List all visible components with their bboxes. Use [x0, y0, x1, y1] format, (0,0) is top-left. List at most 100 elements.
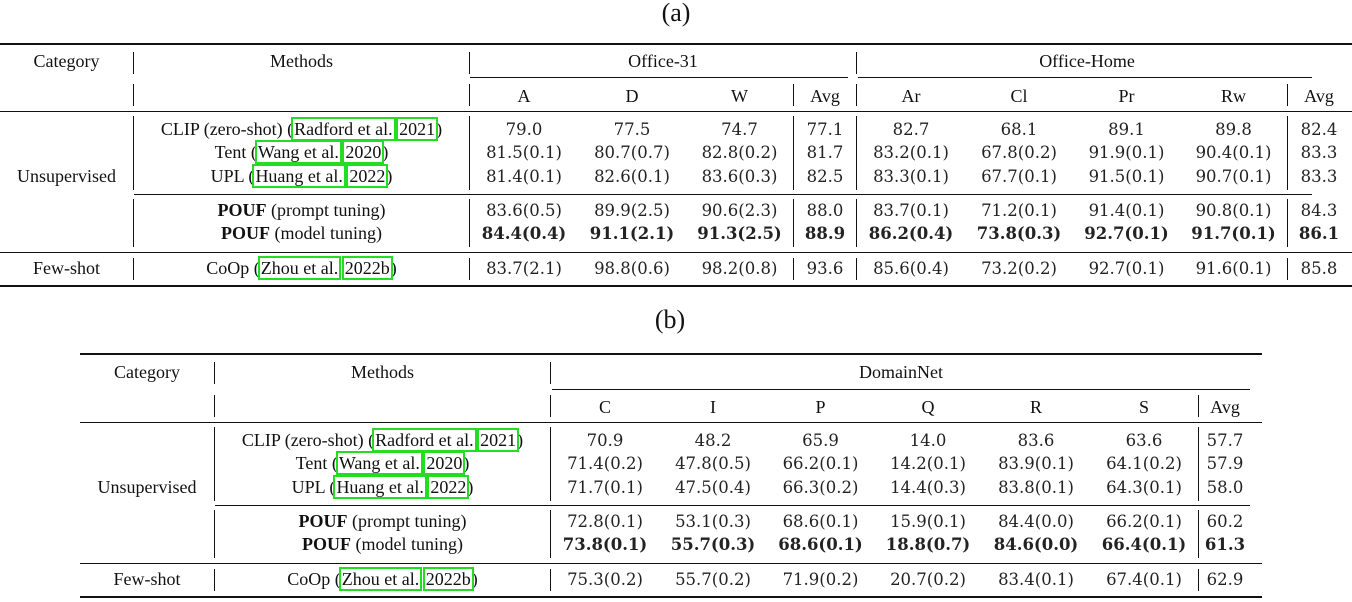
- citation-link[interactable]: Wang et al.: [335, 451, 423, 475]
- table-cell: 83.3: [1300, 167, 1338, 186]
- table-cell: 91.6(0.1): [1195, 259, 1272, 278]
- header-officehome: Office-Home: [1039, 51, 1135, 71]
- table-cell: 55.7(0.2): [675, 570, 751, 589]
- table-cell: 47.8(0.5): [675, 454, 751, 473]
- table-cell: 60.2: [1206, 512, 1244, 531]
- table-cell: 91.7(0.1): [1191, 224, 1276, 243]
- table-cell: 20.7(0.2): [890, 570, 966, 589]
- table-cell: 18.8(0.7): [885, 535, 971, 554]
- table-cell: 83.6(0.5): [486, 201, 562, 220]
- table-cell: 85.8: [1300, 259, 1338, 278]
- table-cell: 83.7(2.1): [486, 259, 562, 278]
- table-cell: 72.8(0.1): [567, 512, 643, 531]
- header-category: Category: [33, 51, 100, 71]
- citation-year-link[interactable]: 2022b: [341, 256, 393, 280]
- citation-year-link[interactable]: 2021: [396, 117, 439, 141]
- header-methods: Methods: [270, 51, 333, 71]
- citation-year-link[interactable]: 2021: [477, 428, 520, 452]
- category-fewshot: Few-shot: [113, 569, 181, 589]
- method-pouf-model: POUF (model tuning): [302, 534, 463, 554]
- table-cell: 67.7(0.1): [981, 167, 1057, 186]
- table-cell: 83.3: [1300, 143, 1338, 162]
- table-a-caption: (a): [661, 0, 691, 27]
- table-cell: 82.6(0.1): [594, 167, 670, 186]
- table-cell: 92.7(0.1): [1084, 224, 1169, 243]
- table-cell: 73.8(0.1): [562, 535, 648, 554]
- table-cell: 90.7(0.1): [1195, 167, 1272, 186]
- header-rule: [0, 111, 1352, 112]
- header-methods: Methods: [351, 362, 414, 382]
- method-clip: CLIP (zero-shot) (Radford et al. 2021): [160, 117, 443, 141]
- col-Q: Q: [921, 397, 935, 417]
- table-cell: 83.9(0.1): [998, 454, 1074, 473]
- table-cell: 71.9(0.2): [782, 570, 859, 589]
- citation-year-link[interactable]: 2022b: [422, 567, 474, 591]
- citation-link[interactable]: Huang et al.: [252, 164, 346, 188]
- table-cell: 14.4(0.3): [890, 478, 966, 497]
- table-cell: 83.4(0.1): [998, 570, 1074, 589]
- table-cell: 64.3(0.1): [1106, 478, 1182, 497]
- table-cell: 91.1(2.1): [589, 224, 675, 243]
- table-cell: 88.9: [804, 224, 846, 243]
- method-coop: CoOp (Zhou et al. 2022b): [206, 256, 397, 280]
- table-cell: 83.6(0.3): [701, 167, 778, 186]
- table-cell: 82.4: [1300, 120, 1338, 139]
- table-cell: 71.2(0.1): [981, 201, 1057, 220]
- table-cell: 90.8(0.1): [1195, 201, 1272, 220]
- citation-year-link[interactable]: 2020: [342, 140, 385, 164]
- col-S: S: [1138, 397, 1149, 417]
- table-cell: 53.1(0.3): [675, 512, 751, 531]
- table-cell: 48.2: [694, 431, 732, 450]
- table-cell: 68.6(0.1): [778, 535, 863, 554]
- table-cell: 71.7(0.1): [567, 478, 643, 497]
- table-cell: 80.7(0.7): [594, 143, 670, 162]
- category-fewshot: Few-shot: [33, 258, 100, 278]
- table-cell: 90.4(0.1): [1195, 143, 1272, 162]
- table-cell: 89.9(2.5): [594, 201, 670, 220]
- citation-link[interactable]: Huang et al.: [333, 475, 427, 499]
- citation-year-link[interactable]: 2020: [423, 451, 466, 475]
- method-tent: Tent (Wang et al. 2020): [214, 140, 389, 164]
- method-pouf-prompt: POUF (prompt tuning): [217, 200, 386, 220]
- citation-link[interactable]: Radford et al.: [291, 117, 396, 141]
- method-pouf-model: POUF (model tuning): [221, 223, 382, 243]
- officehome-cmidrule: [858, 77, 1312, 78]
- table-cell: 83.6: [1017, 431, 1055, 450]
- header-office31: Office-31: [628, 51, 698, 71]
- col-W: W: [731, 86, 748, 106]
- table-cell: 89.8: [1215, 120, 1252, 139]
- citation-link[interactable]: Zhou et al.: [338, 567, 423, 591]
- table-cell: 66.3(0.2): [782, 478, 859, 497]
- col-P: P: [815, 397, 826, 417]
- citation-link[interactable]: Radford et al.: [372, 428, 477, 452]
- table-cell: 71.4(0.2): [567, 454, 643, 473]
- col-Pr: Pr: [1118, 86, 1135, 106]
- table-cell: 68.6(0.1): [782, 512, 859, 531]
- citation-year-link[interactable]: 2022: [427, 475, 470, 499]
- table-cell: 64.1(0.2): [1106, 454, 1182, 473]
- table-cell: 90.6(2.3): [701, 201, 778, 220]
- table-cell: 84.6(0.0): [993, 535, 1079, 554]
- table-cell: 79.0: [505, 120, 543, 139]
- table-cell: 83.2(0.1): [873, 143, 949, 162]
- table-cell: 74.7: [721, 120, 758, 139]
- table-cell: 82.7: [892, 120, 930, 139]
- citation-link[interactable]: Wang et al.: [254, 140, 342, 164]
- table-cell: 66.2(0.1): [1106, 512, 1182, 531]
- col-I: I: [710, 397, 716, 417]
- table-cell: 68.1: [1000, 120, 1038, 139]
- col-avg-office31: Avg: [810, 86, 840, 106]
- table-cell: 91.5(0.1): [1088, 167, 1165, 186]
- table-cell: 67.8(0.2): [981, 143, 1057, 162]
- table-cell: 61.3: [1204, 535, 1246, 554]
- header-domainnet: DomainNet: [859, 362, 943, 382]
- table-cell: 58.0: [1206, 478, 1244, 497]
- method-tent: Tent (Wang et al. 2020): [295, 451, 470, 475]
- citation-link[interactable]: Zhou et al.: [257, 256, 342, 280]
- table-cell: 15.9(0.1): [890, 512, 966, 531]
- table-cell: 91.4(0.1): [1088, 201, 1165, 220]
- table-cell: 98.2(0.8): [701, 259, 778, 278]
- citation-year-link[interactable]: 2022: [346, 164, 389, 188]
- table-cell: 82.8(0.2): [701, 143, 778, 162]
- table-cell: 63.6: [1125, 431, 1163, 450]
